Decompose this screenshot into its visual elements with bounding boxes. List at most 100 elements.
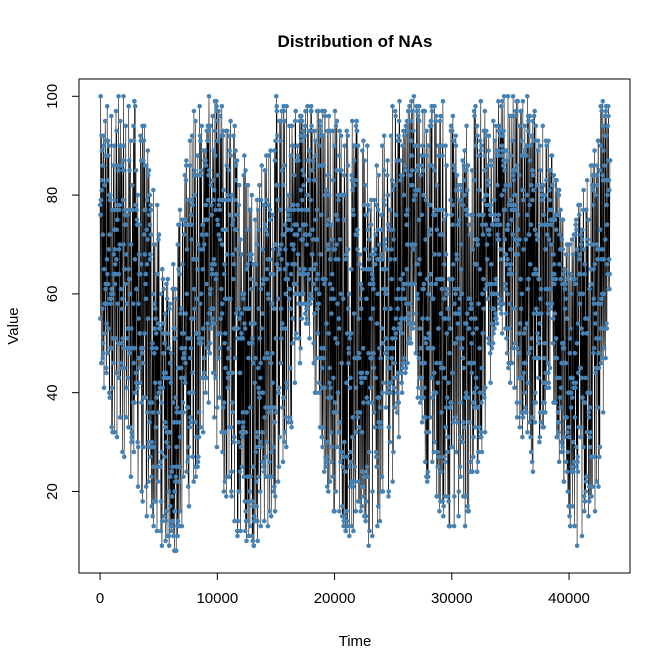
data-point (429, 108, 435, 114)
data-point (384, 390, 390, 396)
data-point (198, 425, 203, 430)
data-point (296, 158, 301, 163)
data-point (261, 459, 267, 465)
data-point (208, 286, 213, 292)
data-point (295, 143, 300, 148)
data-point (265, 523, 271, 529)
data-point (582, 499, 588, 504)
data-point (180, 400, 186, 405)
data-point (482, 153, 488, 158)
data-point (398, 178, 403, 183)
data-point (294, 281, 299, 287)
data-point (173, 296, 179, 302)
data-point (193, 118, 198, 124)
data-point (598, 301, 603, 307)
data-point (533, 266, 538, 272)
data-point (195, 464, 200, 470)
data-point (553, 276, 559, 282)
data-point (278, 138, 283, 144)
data-point (401, 192, 407, 198)
data-point (99, 187, 104, 193)
data-point (343, 252, 349, 257)
data-point (585, 242, 590, 247)
data-point (346, 291, 352, 297)
data-point (309, 123, 314, 129)
data-point (577, 291, 582, 297)
data-point (409, 153, 415, 158)
data-point (277, 434, 282, 440)
data-point (427, 232, 433, 237)
data-point (114, 257, 119, 262)
data-point (213, 276, 219, 282)
data-point (266, 153, 272, 158)
data-point (291, 207, 297, 213)
data-point (526, 276, 531, 282)
data-point (172, 509, 177, 514)
data-point (443, 405, 449, 410)
data-point (382, 202, 387, 208)
data-point (462, 192, 468, 198)
data-point (527, 420, 532, 425)
data-point (359, 286, 365, 292)
data-point (251, 543, 257, 549)
data-point (422, 385, 427, 391)
data-point (375, 523, 380, 529)
data-point (177, 222, 182, 227)
data-point (563, 296, 568, 302)
data-point (523, 405, 528, 410)
data-point (407, 281, 412, 287)
data-point (512, 385, 517, 391)
data-point (487, 350, 493, 356)
data-point (134, 207, 139, 213)
data-point (400, 365, 405, 371)
data-point (443, 316, 448, 321)
data-point (446, 316, 452, 321)
data-point (141, 158, 146, 163)
data-point (357, 410, 363, 415)
data-point (116, 168, 121, 173)
data-point (145, 148, 151, 153)
data-point (187, 138, 193, 144)
data-point (498, 306, 503, 312)
data-point (253, 479, 259, 484)
data-point (177, 434, 183, 440)
data-point (537, 143, 543, 148)
data-point (465, 311, 470, 316)
data-point (495, 217, 501, 223)
data-point (365, 227, 371, 232)
data-point (397, 98, 402, 104)
data-point (396, 118, 402, 124)
data-point (527, 158, 533, 163)
data-point (142, 123, 147, 129)
data-point (534, 271, 539, 277)
data-point (230, 252, 235, 257)
data-point (401, 128, 406, 134)
data-point (437, 207, 442, 213)
data-point (268, 257, 273, 262)
data-point (144, 410, 150, 415)
data-point (594, 242, 599, 247)
data-point (593, 321, 598, 326)
data-point (586, 217, 591, 223)
data-point (531, 311, 537, 316)
data-point (123, 415, 129, 420)
data-point (254, 197, 260, 203)
data-point (373, 375, 379, 381)
data-point (533, 400, 538, 405)
data-point (114, 227, 120, 232)
data-point (504, 350, 510, 356)
data-point (439, 232, 445, 237)
data-point (239, 434, 245, 440)
data-point (311, 360, 317, 366)
data-point (333, 123, 339, 129)
data-point (538, 286, 544, 292)
data-point (345, 454, 350, 460)
data-point (312, 128, 318, 134)
data-point (373, 454, 379, 460)
data-point (363, 499, 369, 504)
data-point (455, 336, 460, 341)
data-point (205, 321, 210, 326)
data-point (310, 227, 315, 232)
data-point (506, 360, 511, 366)
data-point (255, 518, 260, 524)
